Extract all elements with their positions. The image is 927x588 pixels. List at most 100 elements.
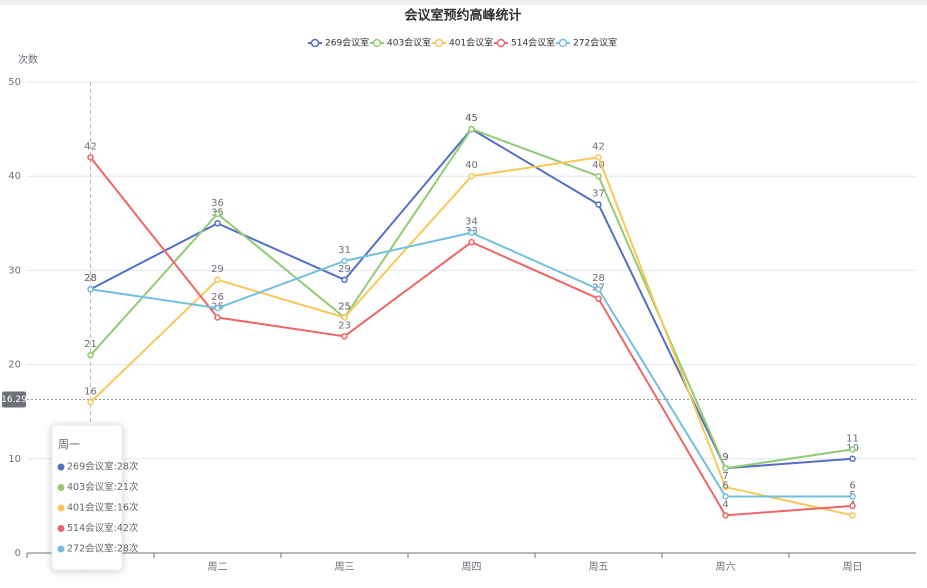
point [849, 493, 856, 500]
legend-label: 514会议室 [511, 37, 555, 49]
data-label: 16 [84, 386, 97, 397]
point [722, 512, 729, 519]
point [595, 201, 602, 208]
tooltip: 周一 269会议室:28次 403会议室:21次 401会议室:16次 514会议室:4… [51, 424, 139, 571]
tooltip-item: 403会议室:21次 [67, 481, 139, 493]
x-tick-label: 周六 [716, 561, 736, 573]
series-line [90, 127, 853, 470]
data-label: 42 [84, 141, 97, 152]
y-tick-label: 20 [8, 360, 21, 371]
legend-marker [310, 38, 320, 48]
legend-marker [372, 38, 382, 48]
data-label: 25 [338, 302, 351, 313]
x-tick-label: 周三 [335, 561, 355, 573]
point [595, 285, 602, 293]
point [722, 483, 729, 491]
tooltip-box [51, 424, 123, 571]
data-label: 29 [211, 264, 224, 275]
point [849, 512, 856, 519]
y-tick-label: 50 [8, 77, 21, 88]
data-label: 9 [722, 452, 728, 463]
y-axis-label: 次数 [18, 53, 38, 66]
point [849, 502, 856, 510]
tooltip-item: 269会议室:28次 [67, 461, 139, 473]
point [87, 285, 94, 293]
point [468, 238, 475, 246]
y-tick-label: 10 [8, 454, 21, 465]
data-label: 34 [465, 217, 478, 228]
series-line [89, 156, 853, 517]
y-tick-label: 0 [15, 548, 21, 559]
data-label: 45 [465, 113, 478, 124]
point [468, 172, 475, 180]
data-label: 26 [211, 292, 224, 303]
point [722, 493, 729, 500]
tooltip-dot [57, 463, 65, 471]
point [214, 276, 221, 284]
point [595, 154, 602, 161]
point [87, 351, 94, 359]
point [595, 172, 602, 180]
data-label: 25 [338, 302, 351, 313]
series-line [89, 127, 853, 470]
point [849, 446, 856, 453]
point [214, 314, 221, 321]
pointer-label-bg [2, 391, 26, 408]
data-label: 40 [592, 160, 605, 171]
series-line [89, 156, 853, 517]
data-label: 23 [338, 320, 351, 331]
point [341, 314, 348, 321]
x-tick-label: 周日 [843, 561, 863, 573]
legend-label: 403会议室 [387, 37, 431, 49]
data-label: 21 [84, 339, 97, 350]
data-label: 29 [338, 264, 351, 275]
legend-label: 269会议室 [325, 37, 369, 49]
legend-label: 272会议室 [573, 37, 617, 49]
data-label: 4 [722, 499, 728, 510]
data-label: 36 [211, 198, 224, 209]
point [87, 399, 94, 406]
x-tick-label: 周五 [589, 561, 609, 573]
legend-marker [558, 38, 568, 48]
tooltip-dot [57, 504, 65, 512]
legend-marker [496, 38, 506, 48]
data-label: 45 [465, 113, 478, 124]
point [214, 220, 221, 227]
tooltip-item: 272会议室:28次 [67, 543, 139, 555]
tooltip-dot [57, 525, 65, 532]
data-label: 11 [846, 433, 859, 444]
tooltip-title: 周一 [58, 438, 80, 451]
legend-marker [434, 38, 444, 48]
data-label: 28 [84, 273, 97, 284]
data-label: 31 [338, 245, 351, 256]
pointer-label: 16.29 [1, 395, 27, 405]
data-label: 28 [592, 273, 605, 284]
point [341, 276, 348, 284]
legend-label: 401会议室 [449, 37, 493, 49]
x-tick-label: 周四 [462, 561, 482, 573]
point [468, 125, 475, 133]
y-tick-label: 30 [8, 265, 21, 276]
point [849, 455, 856, 463]
tooltip-dot [57, 484, 65, 491]
tooltip-dot [57, 545, 65, 553]
point [341, 257, 348, 265]
y-tick-label: 40 [8, 171, 21, 182]
tooltip-item: 514会议室:42次 [67, 522, 139, 534]
data-label: 7 [722, 471, 728, 482]
data-label: 9 [722, 452, 728, 463]
point [87, 154, 94, 161]
point [214, 304, 221, 312]
tooltip-item: 401会议室:16次 [67, 502, 139, 514]
data-label: 28 [84, 273, 97, 284]
data-label: 40 [465, 160, 478, 171]
point [468, 229, 475, 236]
data-label: 37 [592, 188, 605, 199]
data-label: 6 [849, 480, 855, 491]
data-label: 42 [592, 141, 605, 152]
x-tick-label: 周二 [208, 561, 228, 573]
data-label: 6 [722, 480, 728, 491]
chart-title: 会议室预约高峰统计 [404, 8, 521, 24]
top-strip [0, 0, 927, 5]
